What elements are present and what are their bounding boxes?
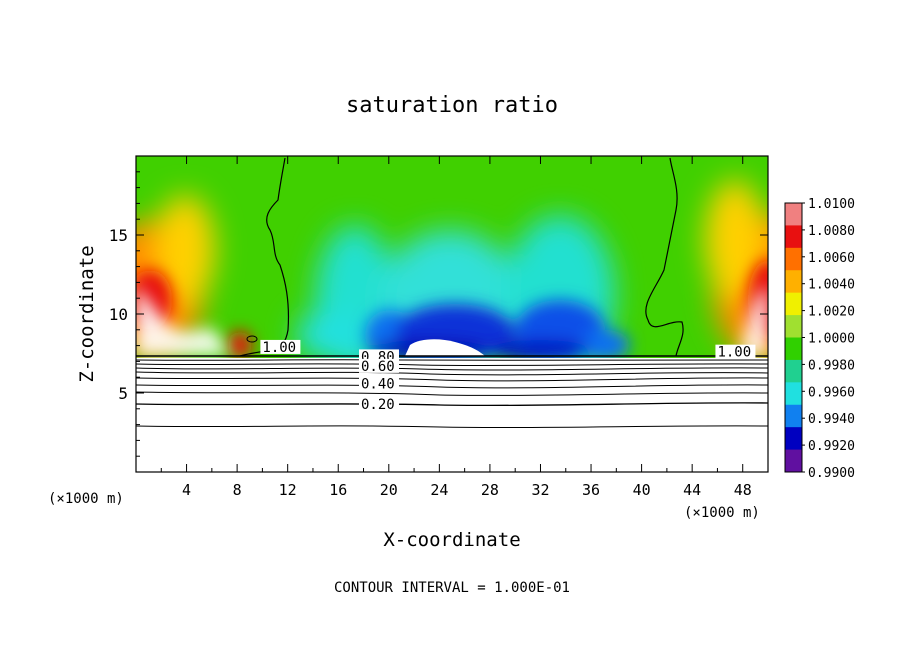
x-tick-label: 40 bbox=[633, 481, 651, 499]
contour-line-1-right bbox=[645, 157, 684, 357]
colorbar-segment bbox=[785, 247, 802, 271]
colorbar-tick-label: 1.0080 bbox=[808, 224, 855, 239]
x-unit-label-left: (×1000 m) bbox=[48, 491, 124, 507]
colorbar-tick-label: 1.0100 bbox=[808, 197, 855, 212]
colorbar-tick-label: 1.0000 bbox=[808, 332, 855, 347]
colorbar-tick-label: 0.9920 bbox=[808, 439, 855, 454]
y-axis-title: Z-coordinate bbox=[76, 245, 98, 382]
x-tick-label: 20 bbox=[380, 481, 398, 499]
colorbar-segment bbox=[785, 225, 802, 249]
x-tick-label: 32 bbox=[531, 481, 549, 499]
y-axis: 5 10 15 bbox=[109, 171, 768, 457]
colorbar-segment bbox=[785, 404, 802, 428]
x-tick-label: 48 bbox=[734, 481, 752, 499]
colorbar-tick-label: 0.9960 bbox=[808, 385, 855, 400]
contour-loop bbox=[246, 335, 258, 343]
colorbar-segment bbox=[785, 315, 802, 338]
colorbar-tick-label: 1.0060 bbox=[808, 251, 855, 266]
contour-label: 0.60 bbox=[361, 359, 395, 375]
y-tick-label: 10 bbox=[109, 305, 128, 324]
contour-label-bg bbox=[358, 376, 399, 391]
x-unit-label-right: (×1000 m) bbox=[684, 505, 760, 521]
x-tick-label: 28 bbox=[481, 481, 499, 499]
contour-label-bg bbox=[715, 344, 756, 359]
x-axis-title: X-coordinate bbox=[383, 529, 520, 551]
contour-label: 1.00 bbox=[262, 340, 296, 356]
colorbar-tick-label: 0.9980 bbox=[808, 358, 855, 373]
contour-label-bg bbox=[358, 396, 399, 411]
contour-label: 0.40 bbox=[361, 376, 395, 392]
x-tick-label: 8 bbox=[233, 481, 242, 499]
y-tick-label: 5 bbox=[118, 384, 128, 403]
y-tick-label: 15 bbox=[109, 226, 128, 245]
colorbar-tick-label: 1.0020 bbox=[808, 305, 855, 320]
colorbar: 1.0100 1.0080 1.0060 1.0040 1.0020 1.0000 0.99… bbox=[784, 197, 855, 481]
x-tick-label: 24 bbox=[430, 481, 448, 499]
colorbar-tick-label: 0.9940 bbox=[808, 412, 855, 427]
x-tick-label: 36 bbox=[582, 481, 600, 499]
x-tick-label: 12 bbox=[279, 481, 297, 499]
colorbar-tick-label: 0.9900 bbox=[808, 466, 855, 481]
contour-label: 0.20 bbox=[361, 397, 395, 413]
colorbar-segment bbox=[785, 382, 802, 406]
colorbar-segment bbox=[785, 270, 802, 294]
colorbar-segment bbox=[785, 359, 802, 383]
chart-title: saturation ratio bbox=[346, 93, 558, 118]
contour-interval-note: CONTOUR INTERVAL = 1.000E-01 bbox=[334, 580, 570, 596]
contour-label: 1.00 bbox=[717, 345, 751, 361]
x-tick-label: 16 bbox=[329, 481, 347, 499]
colorbar-segment bbox=[785, 449, 802, 473]
colorbar-segment bbox=[785, 427, 802, 451]
x-tick-label: 44 bbox=[683, 481, 701, 499]
contour-labels: 1.00 1.000.800.600.400.20 bbox=[260, 339, 756, 413]
cloud-field bbox=[136, 156, 768, 358]
contour-lines-lower bbox=[135, 355, 769, 429]
colorbar-segment bbox=[785, 292, 802, 316]
contour-label-bg bbox=[260, 339, 301, 354]
x-axis: 4 8 12 16 20 24 28 32 36 40 44 48 bbox=[160, 156, 752, 499]
colorbar-segment bbox=[785, 203, 802, 226]
contour-label-bg bbox=[358, 358, 399, 373]
colorbar-segment bbox=[785, 337, 802, 361]
x-tick-label: 4 bbox=[182, 481, 191, 499]
colorbar-tick-label: 1.0040 bbox=[808, 278, 855, 293]
